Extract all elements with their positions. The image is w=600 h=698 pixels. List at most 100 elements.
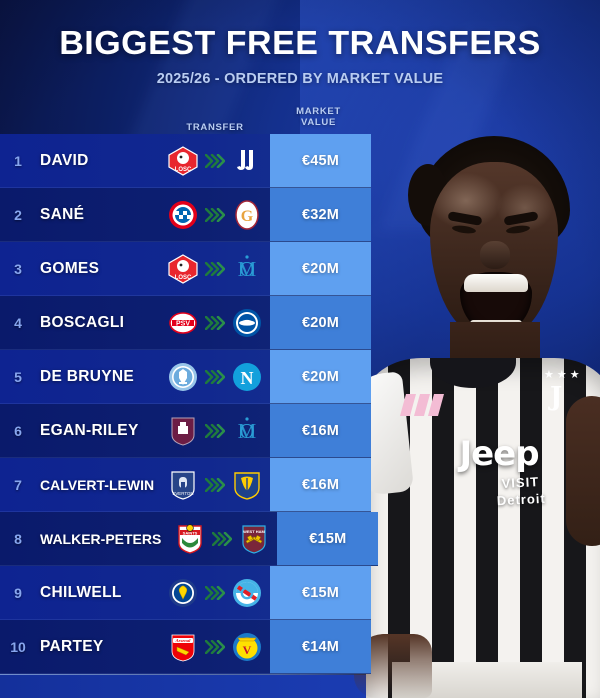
row-market-value: €32M (270, 188, 371, 242)
club-crest-from-chelsea-icon (168, 578, 198, 608)
juventus-badge-icon: J (550, 382, 563, 412)
row-transfer-cell: N (160, 350, 270, 404)
club-crest-to-villarreal-icon: V (232, 632, 262, 662)
svg-text:Arsenal: Arsenal (175, 638, 192, 643)
svg-text:M: M (238, 257, 257, 281)
jersey-sponsor-visit-detroit: VISIT Detroit (455, 471, 587, 518)
svg-text:V: V (243, 643, 252, 657)
double-chevron-right-icon (205, 424, 225, 438)
double-chevron-right-icon (205, 154, 225, 168)
club-crest-from-southampton-icon: SAINTS (175, 524, 205, 554)
row-player-name: CALVERT-LEWIN (40, 477, 155, 493)
row-player-name: CHILWELL (40, 584, 122, 601)
club-crest-from-lille-icon: LOSC (168, 146, 198, 176)
table-row[interactable]: 3 GOMES LOSC O M €20M (0, 242, 371, 296)
row-player-name: BOSCAGLI (40, 314, 125, 331)
row-transfer-cell: G (160, 188, 270, 242)
table-row[interactable]: 2 SANÉ G €32M (0, 188, 371, 242)
club-crest-to-napoli-icon: N (232, 362, 262, 392)
row-market-value: €20M (270, 242, 371, 296)
table-row[interactable]: 6 EGAN-RILEY O M €16M (0, 404, 371, 458)
header: BIGGEST FREE TRANSFERS 2025/26 - ORDERED… (0, 0, 600, 87)
row-market-value: €15M (270, 566, 371, 620)
column-header-market-value-line2: VALUE (301, 117, 336, 128)
adidas-logo-icon (400, 392, 446, 416)
double-chevron-right-icon (205, 478, 226, 492)
player-photo: ★★★ J Jeep VISIT Detroit (352, 96, 600, 698)
club-crest-to-strasbourg-icon (232, 578, 262, 608)
row-player-name: WALKER-PETERS (40, 531, 162, 547)
sponsor-line-1: VISIT (501, 474, 540, 491)
club-crest-to-leeds-united-icon (232, 470, 262, 500)
club-crest-from-arsenal-icon: Arsenal (168, 632, 198, 662)
page-title: BIGGEST FREE TRANSFERS (59, 24, 541, 61)
double-chevron-right-icon (212, 532, 233, 546)
row-rank: 2 (14, 207, 22, 223)
column-header-market-value: MARKET VALUE (268, 106, 369, 128)
table-row[interactable]: 8 WALKER-PETERS SAINTS WEST HAM €15M (0, 512, 379, 566)
row-transfer-cell (160, 566, 270, 620)
jersey-sponsor-jeep: Jeep (459, 434, 539, 474)
table-row[interactable]: 4 BOSCAGLI PSV €20M (0, 296, 371, 350)
row-rank: 7 (14, 477, 22, 493)
svg-text:G: G (241, 208, 254, 225)
row-market-value: €14M (270, 620, 371, 674)
row-market-value: €20M (270, 296, 371, 350)
column-headers: TRANSFER MARKET VALUE (0, 103, 600, 137)
row-market-value: €45M (270, 134, 371, 188)
row-rank: 5 (14, 369, 22, 385)
table-row[interactable]: 10 PARTEY Arsenal V €14M (0, 620, 371, 674)
club-crest-from-lille-icon: LOSC (168, 254, 198, 284)
player-teeth (464, 274, 528, 292)
row-market-value: €16M (270, 404, 371, 458)
club-crest-to-galatasaray-icon: G (232, 200, 262, 230)
row-transfer-cell: SAINTS WEST HAM (167, 512, 277, 566)
double-chevron-right-icon (205, 316, 225, 330)
table-bottom-divider (0, 673, 371, 675)
table-row[interactable]: 7 CALVERT-LEWIN EVERTON €16M (0, 458, 372, 512)
club-crest-from-everton-icon: EVERTON (168, 470, 198, 500)
club-crest-to-juventus-icon (232, 146, 262, 176)
double-chevron-right-icon (205, 640, 225, 654)
table-row[interactable]: 1 DAVID LOSC €45M (0, 134, 371, 188)
svg-text:LOSC: LOSC (175, 167, 192, 173)
club-crest-to-west-ham-icon: WEST HAM (239, 524, 269, 554)
sponsor-line-2: Detroit (496, 490, 547, 509)
row-rank: 9 (14, 585, 22, 601)
svg-text:EVERTON: EVERTON (173, 491, 194, 496)
row-transfer-cell: PSV (160, 296, 270, 350)
club-crest-from-bayern-munich-icon (168, 200, 198, 230)
club-crest-to-brighton-icon (232, 308, 262, 338)
row-player-name: DE BRUYNE (40, 368, 134, 385)
svg-text:N: N (241, 368, 254, 388)
club-crest-from-burnley-icon (168, 416, 198, 446)
row-rank: 4 (14, 315, 22, 331)
double-chevron-right-icon (205, 262, 225, 276)
row-market-value: €20M (270, 350, 371, 404)
club-crest-from-psv-icon: PSV (168, 308, 198, 338)
column-header-transfer: TRANSFER (186, 122, 244, 133)
svg-text:LOSC: LOSC (175, 275, 192, 281)
row-player-name: DAVID (40, 152, 89, 169)
table-row[interactable]: 5 DE BRUYNE N €20M (0, 350, 371, 404)
player-nose (480, 241, 510, 269)
transfers-table: 1 DAVID LOSC €45M 2 SANÉ G €32M 3 GOMES LOSC O M €… (0, 134, 379, 674)
double-chevron-right-icon (205, 586, 225, 600)
svg-text:WEST HAM: WEST HAM (243, 529, 265, 534)
row-player-name: SANÉ (40, 206, 85, 223)
row-transfer-cell: LOSC (160, 134, 270, 188)
row-transfer-cell: Arsenal V (160, 620, 270, 674)
page-subtitle: 2025/26 - ORDERED BY MARKET VALUE (156, 71, 444, 87)
row-rank: 6 (14, 423, 22, 439)
club-crest-from-manchester-city-icon (168, 362, 198, 392)
row-market-value: €15M (277, 512, 379, 566)
jersey-stars: ★★★ (544, 369, 583, 381)
table-row[interactable]: 9 CHILWELL €15M (0, 566, 371, 620)
svg-text:SAINTS: SAINTS (183, 530, 198, 535)
row-player-name: PARTEY (40, 638, 104, 655)
